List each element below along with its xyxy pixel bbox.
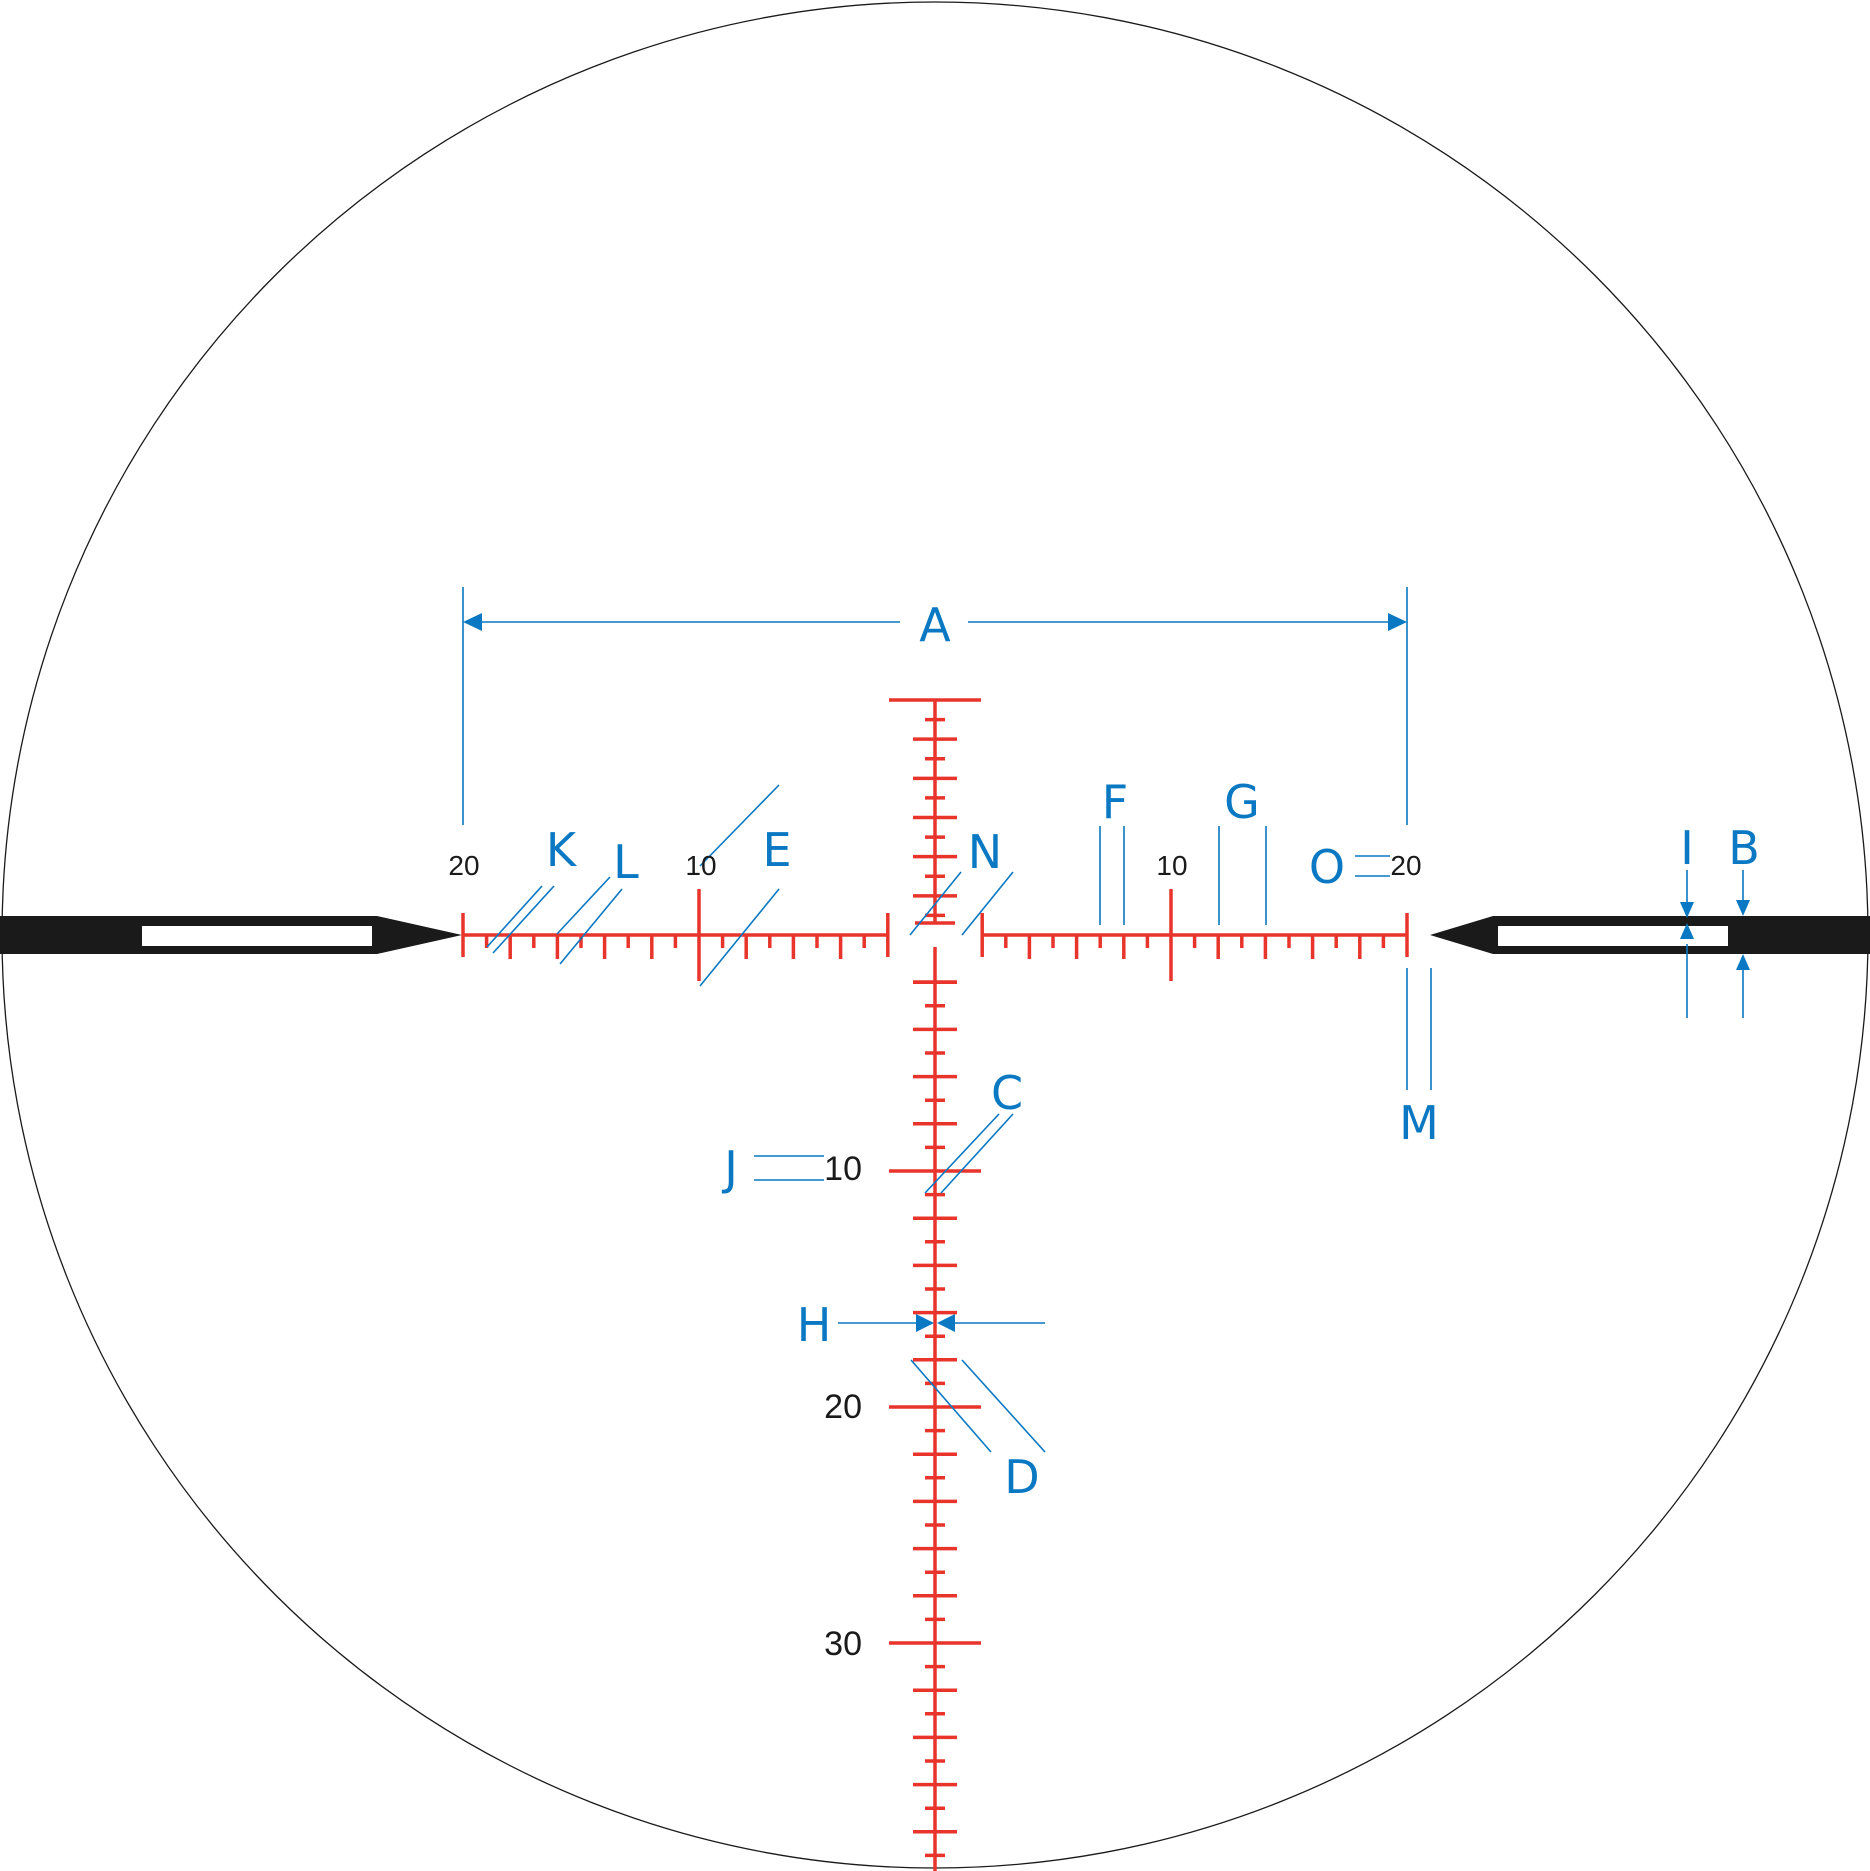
label-c: C xyxy=(991,1066,1023,1120)
label-l: L xyxy=(613,835,639,889)
scale-number-down-30: 30 xyxy=(824,1625,862,1663)
scale-number-left-10: 10 xyxy=(685,850,716,881)
label-o: O xyxy=(1309,840,1345,894)
scale-number-left-20: 20 xyxy=(448,850,479,881)
scale-number-down-10: 10 xyxy=(824,1150,862,1188)
label-h: H xyxy=(797,1298,832,1352)
label-f: F xyxy=(1102,775,1128,829)
label-n: N xyxy=(968,825,1002,879)
label-d: D xyxy=(1004,1450,1039,1504)
scale-number-down-20: 20 xyxy=(824,1388,862,1426)
dimension-annotations xyxy=(462,587,1744,1453)
label-g: G xyxy=(1224,775,1260,829)
scale-number-right-10: 10 xyxy=(1156,850,1187,881)
label-m: M xyxy=(1399,1096,1439,1150)
label-b: B xyxy=(1728,821,1760,875)
scale-number-right-20: 20 xyxy=(1390,850,1421,881)
label-k: K xyxy=(546,823,578,877)
label-e: E xyxy=(762,823,791,877)
red-reticle xyxy=(461,698,1409,1871)
label-a: A xyxy=(919,598,951,652)
label-j: J xyxy=(721,1141,738,1195)
dimension-arrowheads xyxy=(463,613,1750,1332)
label-i: I xyxy=(1680,821,1694,875)
left-thick-post xyxy=(0,916,462,954)
right-thick-post xyxy=(1430,916,1870,954)
